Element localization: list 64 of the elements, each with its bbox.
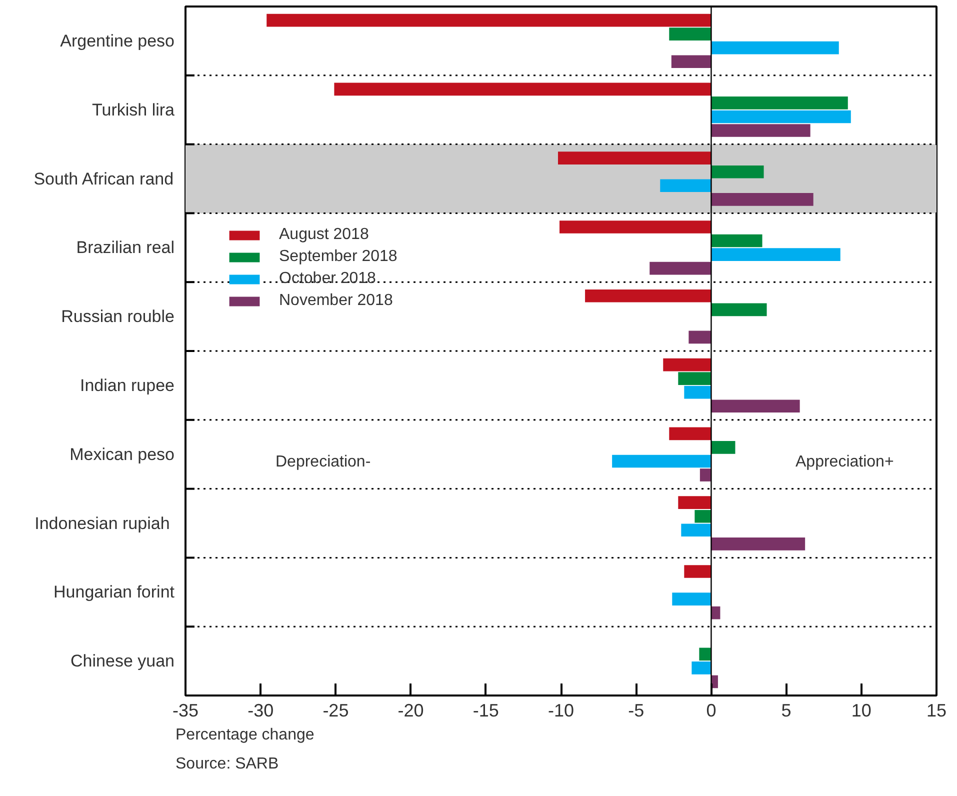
x-tick-label: 10 [851, 700, 872, 720]
bar [334, 82, 712, 96]
bar [678, 372, 712, 385]
x-tick-label: -35 [172, 700, 199, 720]
bar [650, 262, 712, 275]
y-tick-label: South African rand [34, 169, 174, 188]
bar [711, 193, 814, 206]
bar [684, 565, 712, 578]
bar [663, 358, 712, 372]
y-tick-label: Indonesian rupiah [34, 514, 170, 533]
annotation: Depreciation- [276, 454, 371, 470]
bar [711, 96, 848, 110]
bar [711, 538, 806, 550]
legend-label: September 2018 [279, 248, 398, 266]
x-tick-label: -30 [248, 700, 274, 720]
bar [711, 234, 762, 248]
bar [711, 248, 840, 261]
bar [700, 468, 712, 482]
bar [711, 441, 736, 454]
bar [681, 524, 712, 537]
bar [678, 496, 712, 509]
bar [694, 510, 712, 523]
bar [585, 289, 712, 302]
y-tick-label: Argentine peso [60, 31, 175, 50]
bar [711, 400, 800, 413]
legend-label: August 2018 [279, 226, 369, 244]
x-axis-title: Percentage change [176, 726, 314, 744]
bar [671, 55, 712, 68]
y-tick-label: Turkish lira [92, 100, 176, 120]
source-note: Source: SARB [176, 756, 279, 772]
bar [699, 648, 712, 661]
x-tick-label: -15 [472, 700, 499, 720]
y-tick-label: Hungarian forint [54, 582, 175, 602]
legend-label: November 2018 [279, 292, 393, 310]
bar [711, 110, 851, 124]
x-tick-label: 15 [926, 700, 947, 720]
annotation: Appreciation+ [796, 454, 894, 470]
x-tick-label: 5 [781, 700, 792, 720]
bar [684, 386, 712, 399]
bar [560, 220, 712, 234]
bar [692, 662, 712, 674]
bar [558, 152, 712, 164]
bar [711, 124, 810, 137]
bar [669, 28, 712, 40]
x-tick-label: -5 [628, 700, 644, 720]
x-tick-label: -10 [548, 700, 574, 720]
x-tick-label: -20 [398, 700, 424, 720]
y-tick-label: Indian rupee [80, 376, 175, 395]
y-tick-label: Chinese yuan [70, 652, 175, 671]
y-tick-label: Brazilian real [76, 238, 174, 258]
legend-label: October 2018 [279, 270, 376, 288]
y-tick-label: Russian rouble [61, 307, 175, 326]
y-tick-label: Mexican peso [70, 444, 174, 464]
bar [612, 454, 712, 468]
bar [669, 427, 712, 440]
bar [711, 165, 764, 178]
x-tick-label: -25 [322, 700, 349, 720]
bar [711, 41, 839, 54]
bar [672, 592, 712, 606]
x-tick-label: 0 [706, 700, 716, 720]
bar [688, 330, 712, 344]
bar [660, 179, 712, 192]
bar [711, 303, 767, 316]
bar [266, 14, 712, 27]
